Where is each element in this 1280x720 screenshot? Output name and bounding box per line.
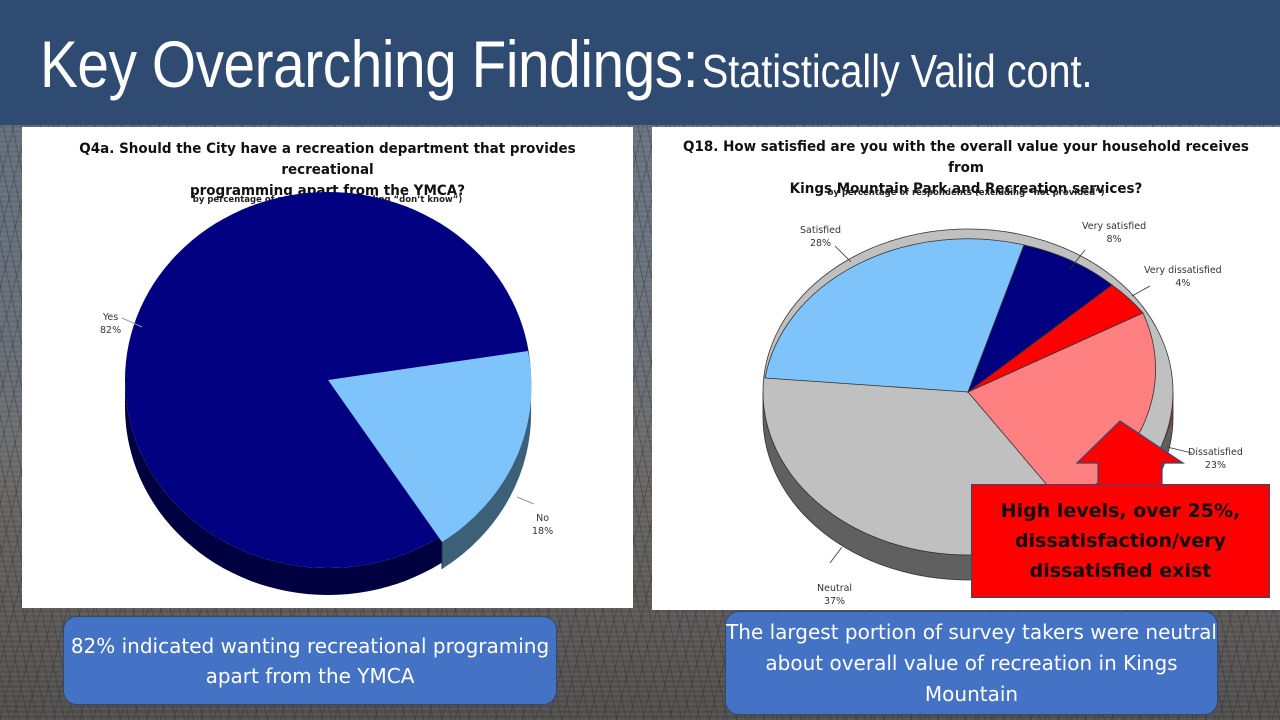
pie-label-yes: Yes 82% bbox=[100, 311, 121, 337]
title-bar: Key Overarching Findings: Statistically … bbox=[0, 0, 1280, 125]
up-arrow-icon bbox=[1075, 420, 1185, 489]
label-value: 28% bbox=[809, 238, 832, 249]
title-sub: Statistically Valid cont. bbox=[701, 45, 1093, 97]
label-value: 23% bbox=[1204, 460, 1226, 471]
label-value: 8% bbox=[1106, 234, 1122, 245]
title-main: Key Overarching Findings: bbox=[40, 27, 699, 101]
chart-panel-q4a: Q4a. Should the City have a recreation d… bbox=[22, 127, 633, 608]
label-name: Very satisfied bbox=[1082, 221, 1147, 232]
label-name: Very dissatisfied bbox=[1144, 265, 1222, 276]
label-value: 4% bbox=[1175, 278, 1191, 289]
label-name: Yes bbox=[102, 312, 119, 323]
alert-callout: High levels, over 25%, dissatisfaction/v… bbox=[971, 484, 1270, 598]
callout-right-summary: The largest portion of survey takers wer… bbox=[725, 611, 1218, 715]
label-value: 82% bbox=[100, 325, 122, 336]
label-value: 37% bbox=[823, 596, 846, 607]
pie-label-satisfied: Satisfied 28% bbox=[800, 224, 841, 250]
callout-left-summary: 82% indicated wanting recreational progr… bbox=[63, 616, 557, 705]
chart-title: Q18. How satisfied are you with the over… bbox=[674, 137, 1258, 200]
label-name: Neutral bbox=[817, 583, 853, 594]
pie-label-neutral: Neutral 37% bbox=[817, 582, 852, 608]
chart-title: Q4a. Should the City have a recreation d… bbox=[43, 139, 611, 202]
pie-label-very-satisfied: Very satisfied 8% bbox=[1082, 220, 1146, 246]
pie-label-no: No 18% bbox=[532, 512, 553, 538]
slide-title: Key Overarching Findings: Statistically … bbox=[40, 26, 1093, 102]
label-name: No bbox=[536, 513, 550, 524]
pie-label-very-dissatisfied: Very dissatisfied 4% bbox=[1144, 264, 1222, 290]
chart-title-line2: programming apart from the YMCA? bbox=[189, 183, 466, 199]
chart-subtitle: by percentage of respondents (excluding … bbox=[827, 188, 1105, 198]
chart-title-line1: Q4a. Should the City have a recreation d… bbox=[79, 141, 576, 178]
label-name: Satisfied bbox=[800, 225, 842, 236]
chart-title-line1: Q18. How satisfied are you with the over… bbox=[683, 139, 1249, 176]
chart-title-line2: Kings Mountain Park and Recreation servi… bbox=[789, 181, 1143, 197]
label-value: 18% bbox=[532, 526, 554, 537]
pie-chart-q4a bbox=[121, 192, 535, 595]
label-name: Dissatisfied bbox=[1188, 447, 1243, 458]
pie-label-dissatisfied: Dissatisfied 23% bbox=[1188, 446, 1243, 472]
